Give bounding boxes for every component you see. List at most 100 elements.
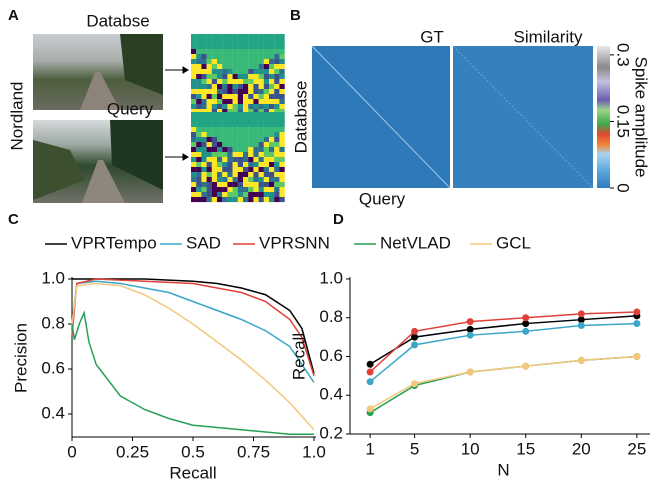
heatmap-cell — [243, 192, 249, 198]
heatmap-cell — [253, 132, 259, 138]
heatmap-cell — [263, 54, 270, 60]
heatmap-cell — [253, 172, 259, 178]
heatmap-cell — [274, 109, 280, 115]
heatmap-cell — [263, 69, 270, 75]
heatmap-cell — [206, 137, 212, 143]
heatmap-cell — [258, 132, 264, 138]
marker — [577, 316, 585, 324]
image-label: Databse — [86, 11, 149, 30]
heatmap-cell — [263, 44, 270, 50]
heatmap-cell — [253, 142, 259, 148]
heatmap-cell — [269, 172, 275, 178]
heatmap-cell — [279, 94, 285, 100]
heatmap-cell — [196, 182, 202, 188]
heatmap-cell — [206, 64, 212, 70]
marker — [366, 368, 374, 376]
heatmap-cell — [279, 44, 285, 50]
marker — [633, 353, 641, 360]
colorbar — [597, 46, 610, 188]
heatmap-cell — [206, 74, 212, 80]
heatmap-cell — [274, 142, 280, 148]
heatmap-cell — [211, 44, 218, 50]
marker — [466, 331, 474, 339]
heatmap-cell — [201, 142, 207, 148]
heatmap-cell — [191, 74, 197, 80]
heatmap-cell — [211, 99, 218, 105]
heatmap-cell — [263, 39, 270, 45]
heatmap-cell — [243, 167, 249, 173]
marker — [522, 320, 530, 328]
y-tick-label: 0.4 — [319, 385, 343, 404]
heatmap-cell — [243, 137, 249, 143]
heatmap-cell — [253, 167, 259, 173]
heatmap-cell — [243, 64, 249, 70]
heatmap-cell — [206, 59, 212, 65]
heatmap-cell — [217, 162, 223, 168]
series-line — [71, 280, 315, 383]
heatmap-cell — [222, 142, 228, 148]
y-tick-label: 0.6 — [41, 358, 65, 377]
heatmap-cell — [201, 59, 207, 65]
heatmap-cell — [232, 94, 238, 100]
panel-label: A — [8, 7, 19, 24]
heatmap-cell — [274, 79, 280, 85]
heatmap-cell — [206, 79, 212, 85]
heatmap-cell — [227, 59, 233, 65]
heatmap-cell — [258, 99, 264, 105]
heatmap-cell — [237, 34, 244, 40]
heatmap-cell — [201, 74, 207, 80]
heatmap-cell — [248, 162, 254, 168]
heatmap-cell — [232, 162, 238, 168]
heatmap-cell — [196, 162, 202, 168]
heatmap-cell — [237, 104, 244, 110]
heatmap-cell — [243, 39, 249, 45]
heatmap-cell — [258, 152, 264, 158]
heatmap-cell — [211, 109, 218, 115]
heatmap-cell — [206, 197, 212, 203]
heatmap-cell — [248, 94, 254, 100]
y-tick-label: 0.8 — [41, 313, 65, 332]
heatmap-cell — [263, 84, 270, 90]
heatmap-cell — [206, 127, 212, 133]
heatmap-cell — [279, 109, 285, 115]
heatmap-cell — [206, 157, 212, 163]
marker — [411, 333, 419, 341]
heatmap-cell — [274, 147, 280, 153]
heatmap-cell — [191, 172, 197, 178]
heatmap-cell — [217, 187, 223, 193]
heatmap-cell — [196, 122, 202, 128]
heatmap-cell — [201, 104, 207, 110]
heatmap-cell — [222, 192, 228, 198]
heatmap-cell — [248, 64, 254, 70]
heatmap-cell — [263, 167, 270, 173]
heatmap-cell — [279, 64, 285, 70]
heatmap-cell — [253, 137, 259, 143]
heatmap-cell — [201, 122, 207, 128]
heatmap-cell — [217, 192, 223, 198]
heatmap-cell — [263, 117, 270, 123]
heatmap-cell — [237, 167, 244, 173]
heatmap-cell — [227, 142, 233, 148]
x-axis-label: Recall — [169, 463, 216, 482]
series-line — [369, 315, 637, 365]
heatmap-cell — [258, 94, 264, 100]
heatmap-cell — [279, 147, 285, 153]
heatmap-cell — [227, 94, 233, 100]
heatmap-cell — [269, 177, 275, 183]
heatmap-cell — [206, 109, 212, 115]
x-tick-label: 15 — [516, 439, 535, 458]
heatmap-cell — [263, 74, 270, 80]
heatmap-cell — [243, 89, 249, 95]
heatmap-cell — [243, 109, 249, 115]
heatmap-cell — [269, 147, 275, 153]
series-line — [71, 282, 315, 431]
heatmap-cell — [191, 94, 197, 100]
heatmap-cell — [274, 64, 280, 70]
heatmap-cell — [274, 122, 280, 128]
heatmap-cell — [211, 64, 218, 70]
heatmap-cell — [211, 69, 218, 75]
heatmap-cell — [258, 182, 264, 188]
heatmap-cell — [191, 44, 197, 50]
heatmap-cell — [237, 142, 244, 148]
heatmap-cell — [227, 112, 233, 118]
